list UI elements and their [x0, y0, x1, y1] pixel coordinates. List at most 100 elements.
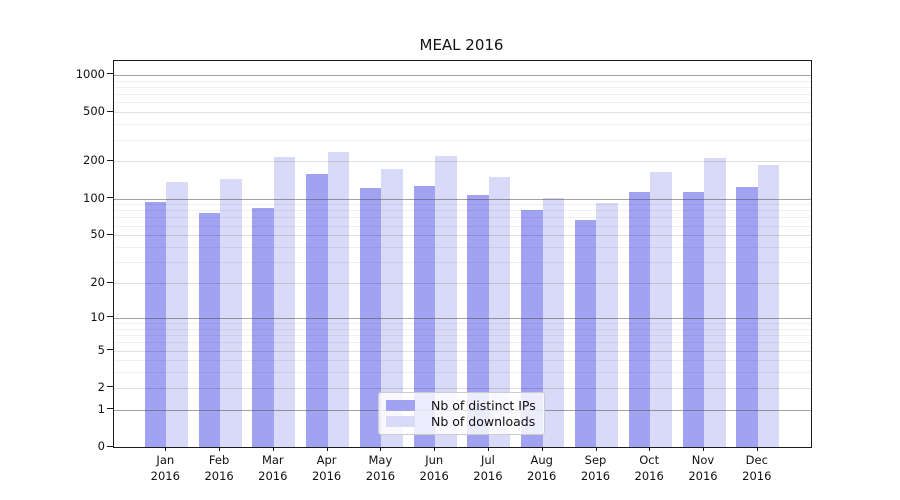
- gridline-500: [114, 112, 811, 114]
- plot-area: [113, 60, 812, 448]
- x-tick-mark-dec: [756, 447, 758, 451]
- x-tick-month: Jul: [480, 453, 495, 467]
- y-tick-label-1: 1: [97, 401, 105, 416]
- x-tick-month: Feb: [208, 453, 230, 467]
- x-tick-year: 2016: [742, 468, 772, 483]
- x-tick-mark-nov: [703, 447, 704, 451]
- y-tick-mark-10: [107, 316, 113, 318]
- bar-distinct-ips-apr: [306, 174, 328, 447]
- x-tick-month: Dec: [745, 453, 768, 467]
- x-tick-mark-apr: [326, 447, 328, 451]
- legend: Nb of distinct IPs Nb of downloads: [378, 392, 545, 435]
- legend-label-downloads: Nb of downloads: [431, 414, 536, 429]
- y-tick-label-5: 5: [97, 342, 105, 357]
- gridline-minor-800: [114, 86, 811, 88]
- y-tick-mark-5: [107, 349, 113, 350]
- y-tick-label-50: 50: [90, 227, 105, 242]
- x-tick-year: 2016: [473, 468, 503, 483]
- x-tick-year: 2016: [688, 468, 718, 483]
- y-tick-mark-0: [107, 445, 113, 447]
- y-tick-mark-20: [107, 281, 113, 283]
- bar-distinct-ips-mar: [252, 208, 274, 447]
- x-tick-month: Oct: [639, 453, 660, 467]
- bar-downloads-jun: [435, 155, 457, 447]
- x-tick-mark-jan: [165, 447, 167, 451]
- x-tick-month: May: [368, 453, 393, 467]
- y-tick-label-20: 20: [90, 275, 105, 289]
- gridline-1000: [114, 74, 811, 76]
- legend-entry-downloads: Nb of downloads: [386, 414, 536, 429]
- x-tick-label-oct: Oct 2016: [621, 453, 677, 484]
- bar-downloads-sep: [596, 203, 618, 447]
- legend-entry-distinct-ips: Nb of distinct IPs: [386, 398, 536, 413]
- x-tick-year: 2016: [580, 468, 611, 483]
- legend-swatch-downloads: [386, 416, 415, 427]
- bar-downloads-apr: [327, 152, 350, 447]
- x-tick-month: Sep: [584, 453, 607, 467]
- y-tick-label-100: 100: [83, 190, 105, 205]
- bar-downloads-dec: [757, 164, 780, 447]
- x-tick-label-jan: Jan 2016: [137, 453, 193, 484]
- x-tick-year: 2016: [258, 468, 288, 483]
- x-tick-mark-jul: [487, 447, 489, 451]
- x-tick-label-aug: Aug 2016: [514, 453, 570, 484]
- bar-distinct-ips-jun: [413, 185, 436, 447]
- x-tick-mark-may: [380, 447, 382, 451]
- y-tick-label-1000: 1000: [75, 66, 105, 81]
- x-tick-year: 2016: [365, 468, 396, 483]
- bar-distinct-ips-sep: [574, 219, 597, 447]
- x-tick-mark-mar: [272, 447, 274, 451]
- x-tick-month: Jan: [156, 453, 175, 467]
- y-tick-label-0: 0: [97, 439, 105, 453]
- bar-distinct-ips-jan: [144, 202, 167, 447]
- x-tick-label-may: May 2016: [352, 453, 408, 484]
- y-tick-mark-100: [107, 197, 113, 198]
- x-tick-mark-jun: [434, 447, 436, 451]
- bar-distinct-ips-feb: [198, 213, 221, 447]
- x-tick-month: Nov: [691, 453, 715, 467]
- bar-downloads-jan: [166, 182, 188, 447]
- x-tick-year: 2016: [419, 468, 449, 483]
- x-tick-mark-sep: [595, 447, 597, 451]
- gridline-minor-300: [114, 139, 811, 141]
- bar-downloads-aug: [542, 198, 565, 447]
- y-tick-mark-2: [107, 386, 113, 388]
- x-tick-label-apr: Apr 2016: [299, 453, 355, 484]
- x-tick-month: Aug: [530, 453, 553, 467]
- bar-downloads-may: [381, 168, 403, 447]
- y-tick-mark-1000: [107, 73, 113, 75]
- x-tick-year: 2016: [150, 468, 180, 483]
- bar-downloads-feb: [220, 178, 242, 447]
- x-tick-label-feb: Feb 2016: [191, 453, 247, 484]
- x-tick-year: 2016: [634, 468, 664, 483]
- bar-distinct-ips-dec: [736, 186, 758, 447]
- legend-swatch-distinct-ips: [386, 400, 415, 411]
- y-tick-mark-1: [107, 408, 113, 410]
- x-tick-mark-oct: [649, 447, 651, 451]
- bar-distinct-ips-jul: [467, 194, 489, 447]
- bar-downloads-jul: [488, 176, 511, 447]
- y-tick-label-2: 2: [97, 379, 105, 394]
- bar-distinct-ips-may: [359, 188, 382, 447]
- x-tick-label-jun: Jun 2016: [406, 453, 462, 484]
- bar-downloads-oct: [650, 172, 672, 447]
- bar-distinct-ips-aug: [521, 210, 543, 447]
- bar-distinct-ips-oct: [628, 192, 651, 447]
- y-tick-label-10: 10: [90, 309, 105, 324]
- x-tick-year: 2016: [527, 468, 557, 483]
- y-tick-mark-500: [107, 110, 113, 112]
- x-tick-month: Apr: [316, 453, 337, 467]
- x-tick-label-jul: Jul 2016: [460, 453, 516, 484]
- x-tick-year: 2016: [204, 468, 234, 483]
- gridline-minor-600: [114, 102, 811, 104]
- bar-distinct-ips-nov: [682, 192, 704, 447]
- x-tick-mark-aug: [541, 447, 543, 451]
- x-tick-month: Jun: [425, 453, 444, 467]
- y-tick-label-500: 500: [83, 104, 105, 119]
- x-tick-label-nov: Nov 2016: [675, 453, 731, 484]
- x-tick-mark-feb: [219, 447, 221, 451]
- gridline-minor-900: [114, 80, 811, 82]
- legend-label-distinct-ips: Nb of distinct IPs: [431, 398, 536, 413]
- y-tick-mark-200: [107, 159, 113, 161]
- x-tick-label-sep: Sep 2016: [568, 453, 624, 484]
